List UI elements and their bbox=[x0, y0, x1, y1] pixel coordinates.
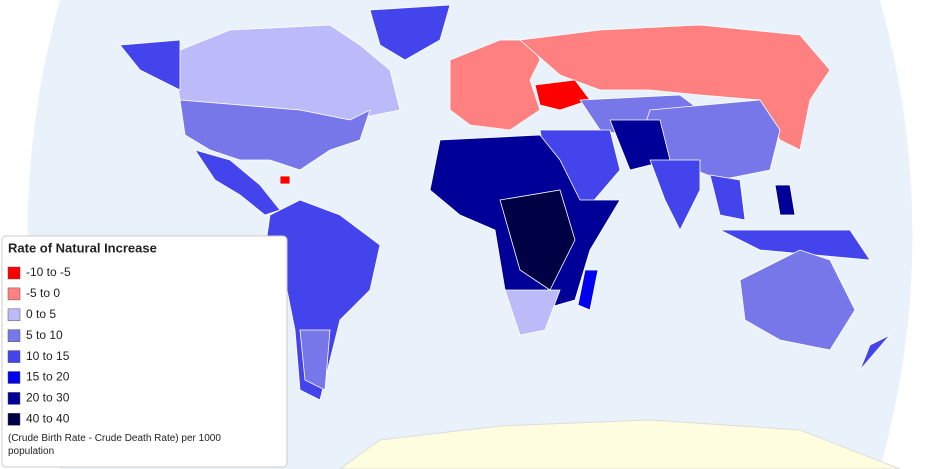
country bbox=[299, 329, 331, 391]
legend-swatch bbox=[7, 266, 21, 280]
country bbox=[179, 99, 371, 171]
country bbox=[719, 229, 871, 261]
country bbox=[369, 4, 451, 61]
legend: Rate of Natural Increase -10 to -5 -5 to … bbox=[1, 235, 288, 468]
country bbox=[534, 79, 591, 111]
legend-label: 40 to 40 bbox=[26, 411, 70, 425]
legend-swatch bbox=[7, 308, 21, 322]
country bbox=[174, 24, 401, 121]
legend-label: 15 to 20 bbox=[26, 370, 70, 384]
countries bbox=[119, 4, 891, 401]
country bbox=[194, 149, 281, 216]
legend-label: 0 to 5 bbox=[26, 307, 56, 321]
legend-swatch bbox=[7, 287, 21, 301]
country bbox=[504, 289, 561, 336]
legend-box bbox=[1, 235, 288, 468]
country bbox=[279, 175, 291, 185]
legend-label: -5 to 0 bbox=[26, 286, 60, 300]
country bbox=[859, 334, 891, 371]
legend-swatch bbox=[7, 371, 21, 384]
legend-swatch bbox=[7, 392, 21, 405]
legend-swatch bbox=[7, 413, 21, 426]
legend-title: Rate of Natural Increase bbox=[8, 240, 157, 255]
country bbox=[709, 174, 746, 221]
country bbox=[739, 249, 856, 351]
legend-note: (Crude Birth Rate - Crude Death Rate) pe… bbox=[8, 433, 221, 457]
country bbox=[519, 24, 831, 151]
country bbox=[577, 269, 599, 311]
legend-label: 5 to 10 bbox=[26, 328, 63, 342]
legend-label: 20 to 30 bbox=[26, 391, 70, 405]
legend-swatch bbox=[7, 350, 21, 363]
country bbox=[774, 184, 796, 216]
antarctica bbox=[339, 419, 901, 469]
legend-label: 10 to 15 bbox=[26, 349, 70, 363]
country bbox=[649, 159, 701, 231]
legend-swatch bbox=[7, 329, 21, 342]
country bbox=[119, 39, 181, 91]
country bbox=[499, 189, 576, 291]
country bbox=[449, 39, 541, 131]
legend-note-box: (Crude Birth Rate - Crude Death Rate) pe… bbox=[8, 433, 221, 457]
legend-label: -10 to -5 bbox=[26, 265, 71, 279]
